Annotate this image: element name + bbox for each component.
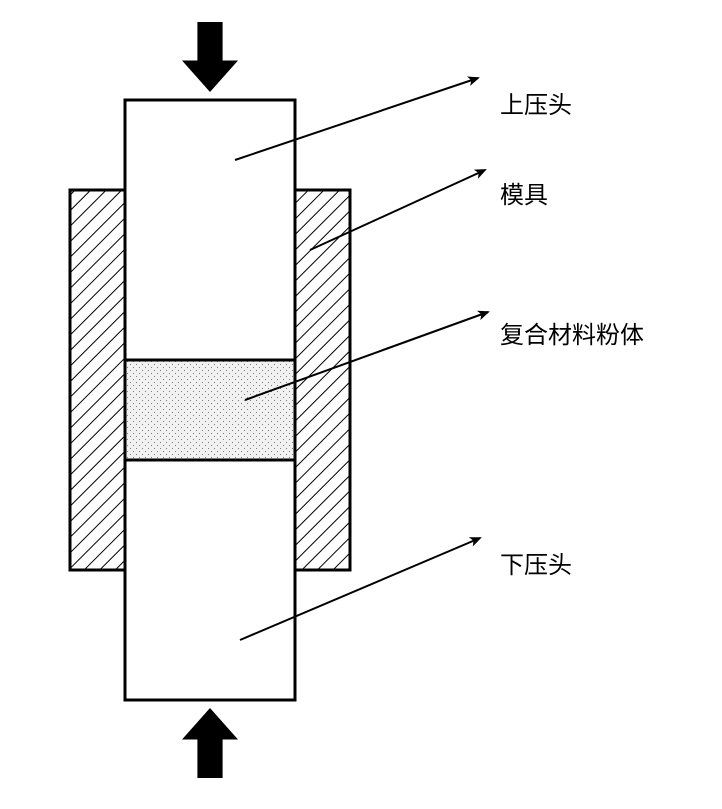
mold-wall-left	[70, 190, 125, 570]
label-mold: 模具	[500, 175, 548, 210]
label-upper-punch: 上压头	[500, 85, 572, 120]
composite-powder	[125, 360, 295, 460]
label-lower-punch: 下压头	[500, 545, 572, 580]
label-powder: 复合材料粉体	[500, 315, 644, 350]
mold-wall-right	[295, 190, 350, 570]
press-diagram	[0, 0, 722, 804]
force-arrow-up-icon	[182, 708, 238, 778]
force-arrow-down-icon	[182, 22, 238, 92]
upper-punch	[125, 100, 295, 360]
lower-punch	[125, 460, 295, 700]
